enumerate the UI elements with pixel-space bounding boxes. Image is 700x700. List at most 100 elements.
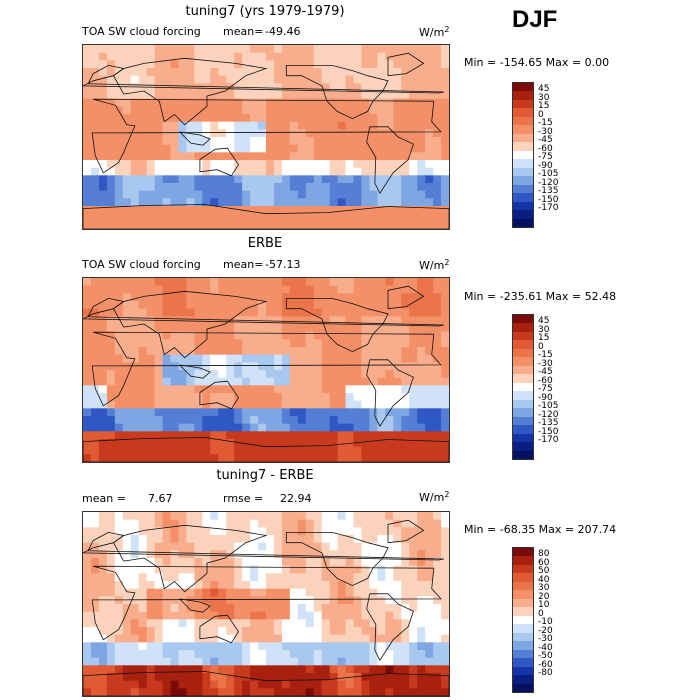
field-cell xyxy=(210,106,219,115)
field-cell xyxy=(122,301,132,310)
field-cell xyxy=(345,454,355,462)
field-cell xyxy=(313,408,323,417)
field-cell xyxy=(425,52,434,61)
field-cell xyxy=(210,362,219,371)
field-cell xyxy=(258,52,267,61)
field-cell xyxy=(441,588,449,597)
field-cell xyxy=(90,596,100,605)
field-cell xyxy=(258,565,267,574)
field-cell xyxy=(90,588,100,597)
field-cell xyxy=(425,385,434,394)
field-cell xyxy=(90,167,100,176)
field-cell xyxy=(218,650,227,659)
field-cell xyxy=(401,512,410,521)
field-cell xyxy=(210,301,219,310)
field-cell xyxy=(353,129,363,138)
field-cell xyxy=(273,688,283,696)
field-cell xyxy=(425,565,434,574)
field-cell xyxy=(122,106,132,115)
field-cell xyxy=(250,354,259,363)
field-cell xyxy=(417,45,426,54)
field-cell xyxy=(321,106,331,115)
field-cell xyxy=(321,400,331,409)
field-cell xyxy=(353,619,363,628)
field-cell xyxy=(417,98,426,107)
field-cell xyxy=(417,558,426,567)
field-cell xyxy=(146,512,156,521)
field-cell xyxy=(162,535,172,544)
field-cell xyxy=(297,627,307,636)
field-cell xyxy=(289,657,299,666)
field-cell xyxy=(337,619,347,628)
field-cell xyxy=(122,45,132,54)
field-cell xyxy=(266,198,275,207)
field-cell xyxy=(425,285,434,294)
field-cell xyxy=(313,604,323,613)
field-cell xyxy=(266,301,275,310)
field-cell xyxy=(258,362,267,371)
field-cell xyxy=(106,293,116,302)
mean-label: mean = xyxy=(82,492,126,505)
field-cell xyxy=(138,285,148,294)
field-cell xyxy=(377,75,386,84)
field-cell xyxy=(202,596,211,605)
field-cell xyxy=(194,160,203,169)
field-cell xyxy=(146,308,156,317)
field-cell xyxy=(425,75,434,84)
field-cell xyxy=(321,278,331,287)
field-cell xyxy=(337,408,347,417)
field-cell xyxy=(441,354,449,363)
field-cell xyxy=(273,52,283,61)
field-cell xyxy=(226,175,235,184)
field-cell xyxy=(281,619,291,628)
field-cell xyxy=(369,680,378,689)
field-cell xyxy=(130,52,140,61)
field-cell xyxy=(361,52,371,61)
field-cell xyxy=(266,573,275,582)
field-cell xyxy=(425,206,434,215)
field-cell xyxy=(106,680,116,689)
field-cell xyxy=(417,596,426,605)
field-cell xyxy=(242,114,251,123)
colorbar-tick-label: -45 xyxy=(538,367,553,378)
colorbar-tick-label: -90 xyxy=(538,160,553,171)
field-cell xyxy=(130,221,140,229)
field-cell xyxy=(242,542,251,551)
field-cell xyxy=(202,542,211,551)
field-cell xyxy=(401,206,410,215)
field-cell xyxy=(329,657,339,666)
panel-title: tuning7 - ERBE xyxy=(216,468,314,483)
field-cell xyxy=(345,160,355,169)
field-cell xyxy=(226,91,235,100)
field-cell xyxy=(218,354,227,363)
field-cell xyxy=(154,423,164,432)
field-cell xyxy=(401,129,410,138)
field-cell xyxy=(138,680,148,689)
field-cell xyxy=(281,183,291,192)
field-cell xyxy=(178,278,188,287)
field-cell xyxy=(194,650,203,659)
field-cell xyxy=(401,642,410,651)
field-cell xyxy=(83,278,92,287)
field-cell xyxy=(305,416,315,425)
field-cell xyxy=(345,650,355,659)
field-cell xyxy=(210,454,219,462)
field-cell xyxy=(289,642,299,651)
field-cell xyxy=(401,627,410,636)
field-cell xyxy=(130,114,140,123)
field-cell xyxy=(401,619,410,628)
field-cell xyxy=(178,316,188,325)
field-cell xyxy=(353,408,363,417)
field-cell xyxy=(433,301,442,310)
field-cell xyxy=(401,385,410,394)
field-cell xyxy=(425,431,434,440)
field-cell xyxy=(146,535,156,544)
field-cell xyxy=(401,60,410,69)
field-cell xyxy=(218,190,227,199)
field-cell xyxy=(369,527,378,536)
field-cell xyxy=(313,45,323,54)
field-cell xyxy=(218,206,227,215)
field-cell xyxy=(90,558,100,567)
field-cell xyxy=(433,416,442,425)
field-cell xyxy=(83,673,92,682)
